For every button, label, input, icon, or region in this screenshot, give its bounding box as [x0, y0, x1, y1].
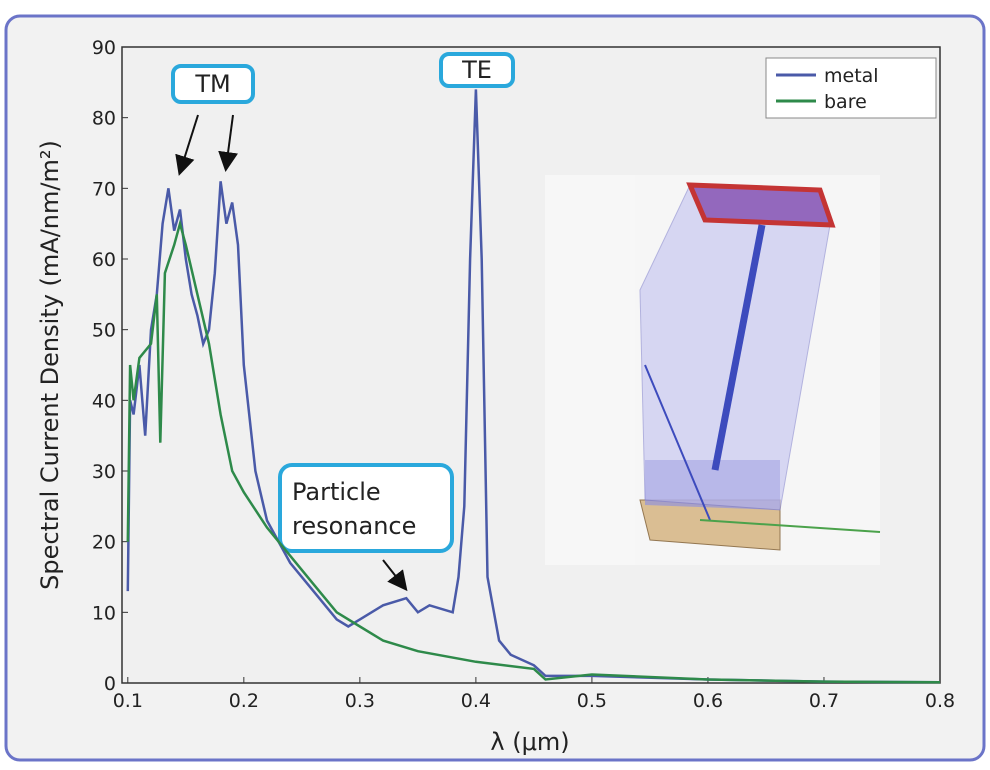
y-tick-label: 20	[92, 532, 116, 554]
x-tick-label: 0.7	[809, 690, 839, 712]
y-tick-label: 60	[92, 249, 116, 271]
page: {"chart_data": {"type": "line", "xlabel"…	[0, 0, 990, 766]
x-axis-label: λ (μm)	[490, 728, 569, 756]
x-tick-label: 0.6	[693, 690, 723, 712]
legend-label: metal	[824, 65, 879, 87]
y-tick-label: 10	[92, 602, 116, 624]
x-tick-label: 0.2	[229, 690, 259, 712]
x-tick-label: 0.1	[113, 690, 143, 712]
legend-label: bare	[824, 91, 867, 113]
annotation: TM	[194, 70, 230, 98]
y-tick-label: 90	[92, 37, 116, 59]
y-tick-label: 50	[92, 320, 116, 342]
y-tick-label: 70	[92, 178, 116, 200]
x-tick-label: 0.4	[461, 690, 491, 712]
y-tick-label: 40	[92, 390, 116, 412]
x-tick-label: 0.5	[577, 690, 607, 712]
annotation: TE	[461, 56, 492, 84]
inset-top	[690, 185, 832, 225]
y-axis-label: Spectral Current Density (mA/nm/m²)	[36, 140, 64, 590]
y-tick-label: 30	[92, 461, 116, 483]
x-tick-label: 0.8	[925, 690, 955, 712]
y-tick-label: 80	[92, 108, 116, 130]
chart: TM TE Particleresonance λ (μm) Spectral …	[0, 0, 990, 766]
x-tick-label: 0.3	[345, 690, 375, 712]
inset-render	[545, 175, 880, 565]
